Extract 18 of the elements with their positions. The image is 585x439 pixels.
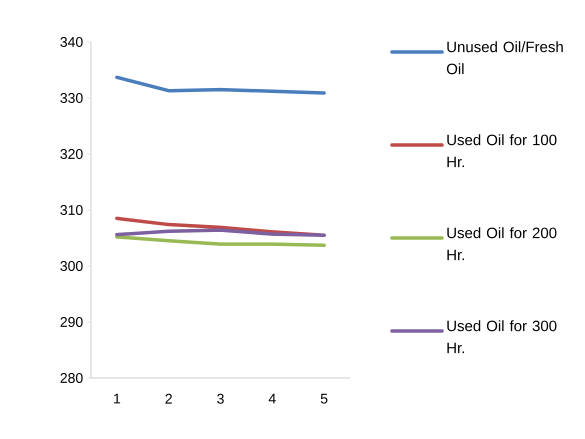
x-tick-label: 5 [320, 394, 328, 404]
y-tick-label: 290 [60, 317, 83, 327]
line-series [115, 235, 326, 248]
y-tick-label: 340 [60, 37, 83, 47]
y-tick-label: 300 [60, 261, 83, 271]
x-tick-label: 1 [114, 394, 120, 404]
legend-label: Unused Oil/Fresh Oil [446, 41, 563, 74]
x-tick-label: 2 [166, 394, 172, 404]
legend-label: Used Oil for 300 Hr. [447, 320, 556, 354]
legend-label: Used Oil for 200 Hr. [447, 227, 556, 260]
y-tick-label: 320 [60, 149, 83, 159]
x-tick-label: 4 [268, 394, 276, 404]
y-tick-label: 310 [60, 205, 83, 215]
y-tick-label: 280 [60, 373, 83, 383]
line-series [115, 76, 326, 95]
x-tick-label: 3 [217, 394, 224, 404]
y-tick-label: 330 [60, 93, 83, 103]
legend-label: Used Oil for 100 Hr. [447, 134, 556, 168]
